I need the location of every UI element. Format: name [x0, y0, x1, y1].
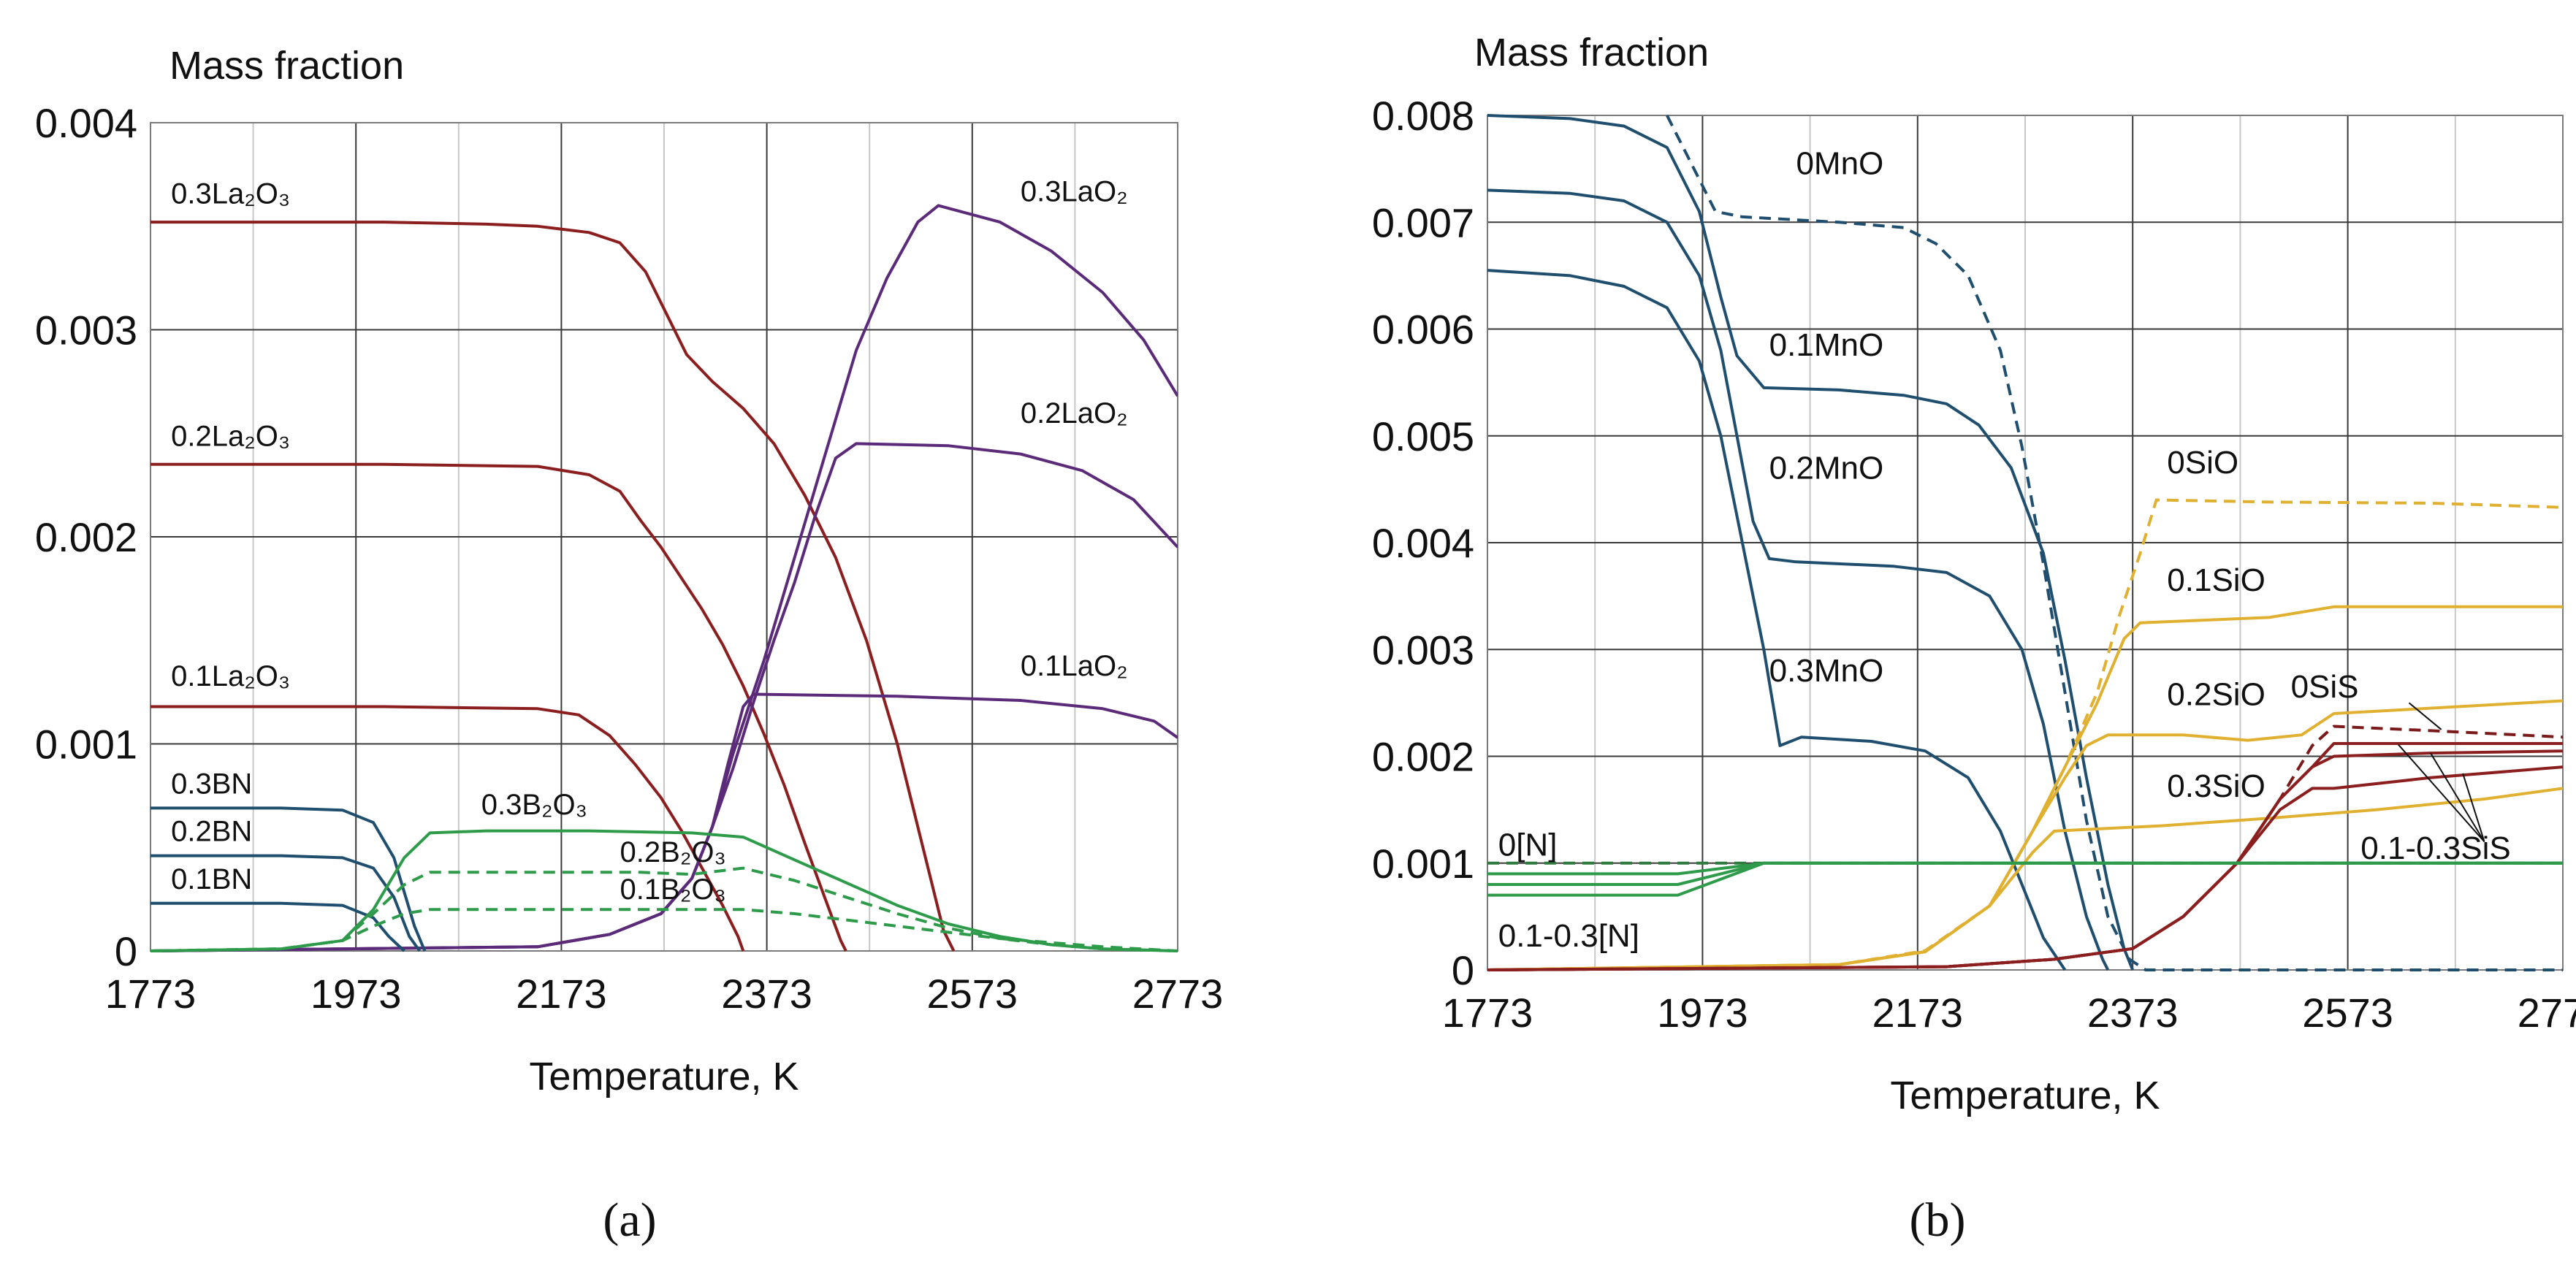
p0-series-0-1lao2 — [150, 692, 1178, 952]
p1-y-axis-title: Mass fraction — [1474, 31, 1709, 74]
p1-label-0-2mno: 0.2MnO — [1769, 450, 1884, 486]
p1-y-tick-6: 0.006 — [1372, 307, 1474, 353]
p0-plot-frame — [150, 122, 1178, 952]
p0-x-tick-1773: 1773 — [105, 971, 197, 1017]
p1-x-tick-1973: 1973 — [1657, 990, 1748, 1036]
p0-label-0-3b-o: 0.3B₂O₃ — [481, 789, 587, 821]
p0-x-tick-2773: 2773 — [1132, 971, 1224, 1017]
p1-y-tick-2: 0.002 — [1372, 734, 1474, 780]
p1-series-0-3sio — [1487, 787, 2563, 971]
p0-label-0-3lao: 0.3LaO₂ — [1021, 176, 1128, 208]
p0-series-0-3la2o3 — [150, 221, 956, 952]
p1-label-0sis: 0SiS — [2291, 669, 2359, 705]
p0-label-0-1b-o: 0.1B₂O₃ — [620, 874, 726, 906]
p1-label-0-1-0-3-n: 0.1-0.3[N] — [1498, 918, 1639, 954]
p0-series-0-1bn — [150, 901, 405, 952]
p1-y-tick-0: 0 — [1452, 947, 1474, 993]
p0-label-0-2bn: 0.2BN — [171, 816, 252, 848]
p1-series-group — [1487, 114, 2563, 971]
p1-series-0-2mno — [1487, 188, 2110, 971]
p1-label-0-1-0-3sis: 0.1-0.3SiS — [2360, 830, 2510, 866]
p0-label-0-1bn: 0.1BN — [171, 863, 252, 895]
p0-label-0-1lao: 0.1LaO₂ — [1021, 650, 1128, 682]
p0-series-0-3bn — [150, 806, 427, 952]
p0-series-group — [150, 204, 1178, 952]
p1-label-0sio: 0SiO — [2167, 445, 2238, 481]
p0-y-tick-0: 0 — [115, 928, 137, 974]
panel-label-b: (b) — [1910, 1193, 1966, 1247]
p0-y-tick-3: 0.003 — [35, 307, 137, 353]
p1-y-tick-8: 0.008 — [1372, 93, 1474, 139]
p1-x-tick-1773: 1773 — [1442, 990, 1533, 1036]
panel-label-a: (a) — [603, 1193, 656, 1247]
p1-y-tick-5: 0.005 — [1372, 413, 1474, 459]
p0-label-0-2la-o: 0.2La₂O₃ — [171, 420, 290, 452]
p0-x-tick-2373: 2373 — [721, 971, 812, 1017]
p0-series-0-2la2o3 — [150, 462, 847, 952]
p1-y-tick-3: 0.003 — [1372, 627, 1474, 673]
p0-x-tick-1973: 1973 — [310, 971, 402, 1017]
p1-label-0-1sio: 0.1SiO — [2167, 562, 2266, 598]
p0-label-0-1la-o: 0.1La₂O₃ — [171, 660, 290, 692]
p1-x-tick-2173: 2173 — [1872, 990, 1964, 1036]
p1-series-0-3mno — [1487, 269, 2067, 971]
p0-y-tick-2: 0.002 — [35, 514, 137, 560]
p0-series-0-2bn — [150, 854, 422, 952]
p0-y-tick-1: 0.001 — [35, 722, 137, 768]
p1-series-0-1mno — [1487, 114, 2135, 971]
p0-y-tick-4: 0.004 — [35, 100, 137, 146]
p1-label-0-n: 0[N] — [1498, 828, 1558, 863]
p1-sis-leader-0 — [2398, 744, 2485, 843]
p0-y-axis-title: Mass fraction — [169, 44, 404, 88]
p1-label-0-3sio: 0.3SiO — [2167, 768, 2266, 804]
p1-x-tick-2573: 2573 — [2302, 990, 2393, 1036]
p1-series-0-3-n — [1487, 861, 2563, 897]
p1-y-tick-4: 0.004 — [1372, 520, 1474, 566]
chart-a: 1773 1973 2173 2373 2573 2773 0 0.001 0.002 0.003… — [35, 44, 1223, 1098]
p1-series-0mno — [1666, 115, 2563, 971]
chart-b: 1773 1973 2173 2373 2573 2773 0 0.001 0.002 0.003… — [1372, 31, 2576, 1117]
p1-y-tick-7: 0.007 — [1372, 199, 1474, 245]
p0-x-tick-2573: 2573 — [927, 971, 1018, 1017]
p1-x-axis-title: Temperature, K — [1890, 1074, 2160, 1117]
p1-0sis-leader — [2408, 702, 2442, 730]
p1-plot-frame — [1487, 115, 2564, 971]
p1-label-0-2sio: 0.2SiO — [2167, 676, 2266, 712]
p0-x-axis-title: Temperature, K — [529, 1055, 799, 1098]
p0-label-0-2lao: 0.2LaO₂ — [1021, 397, 1128, 429]
p1-x-tick-2773: 2773 — [2518, 990, 2576, 1036]
p0-x-tick-2173: 2173 — [516, 971, 607, 1017]
p0-series-0-1b2o3 — [150, 908, 1178, 952]
p0-label-0-3la-o: 0.3La₂O₃ — [171, 178, 290, 210]
p0-label-0-2b-o: 0.2B₂O₃ — [620, 836, 726, 868]
p1-sis-leader-1 — [2430, 752, 2485, 843]
p1-sis-leader-2 — [2462, 773, 2485, 842]
p0-label-0-3bn: 0.3BN — [171, 768, 252, 800]
p1-x-tick-2373: 2373 — [2087, 990, 2179, 1036]
p1-label-0-3mno: 0.3MnO — [1769, 653, 1884, 689]
p1-y-tick-1: 0.001 — [1372, 841, 1474, 887]
p1-label-0-1mno: 0.1MnO — [1769, 327, 1884, 363]
p1-label-0mno: 0MnO — [1796, 145, 1883, 181]
